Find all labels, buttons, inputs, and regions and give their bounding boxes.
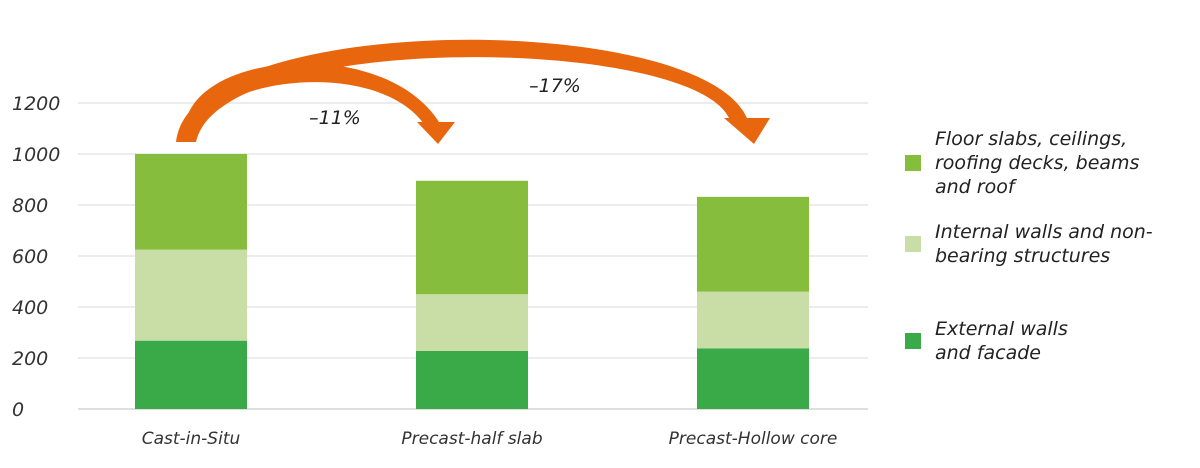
y-tick-label: 600 — [12, 246, 48, 268]
bar-segment — [697, 291, 809, 349]
bar-segment — [416, 350, 528, 409]
legend-item-floor-slabs: Floor slabs, ceilings, roofing decks, be… — [905, 127, 1185, 199]
bar-segment — [416, 294, 528, 351]
x-tick-label: Precast-half slab — [401, 429, 542, 449]
y-axis-ticks: 0 200 400 600 800 1000 1200 — [12, 93, 60, 421]
bar-segment — [416, 180, 528, 295]
x-tick-label: Cast-in-Situ — [142, 429, 241, 449]
legend-swatch-external-walls — [905, 333, 921, 349]
legend-label-floor-slabs: Floor slabs, ceilings, roofing decks, be… — [935, 128, 1140, 198]
arrow-to-precast-half-slab — [186, 63, 439, 128]
bar-segment — [697, 348, 809, 409]
arrowhead-hollow-core — [724, 118, 770, 144]
legend-item-internal-walls: Internal walls and non- bearing structur… — [905, 220, 1185, 268]
x-axis-ticks: Cast-in-Situ Precast-half slab Precast-Hol… — [142, 429, 838, 449]
bar-segment — [135, 340, 247, 409]
legend-swatch-floor-slabs — [905, 155, 921, 171]
y-tick-label: 400 — [12, 297, 48, 319]
y-tick-label: 1200 — [12, 93, 60, 115]
legend-label-external-walls: External walls and facade — [935, 318, 1068, 364]
bars — [135, 154, 809, 409]
arrow-to-precast-hollow-core — [176, 39, 747, 142]
arrowhead-half-slab — [417, 122, 455, 144]
bar-segment — [135, 249, 247, 341]
x-tick-label: Precast-Hollow core — [669, 429, 838, 449]
y-tick-label: 0 — [12, 399, 24, 421]
legend-label-internal-walls: Internal walls and non- bearing structur… — [935, 221, 1153, 267]
y-tick-label: 200 — [12, 348, 48, 370]
bar-segment — [697, 196, 809, 292]
change-arrows: –11% –17% — [176, 39, 770, 144]
y-tick-label: 800 — [12, 195, 48, 217]
legend-item-external-walls: External walls and facade — [905, 317, 1185, 365]
bar-segment — [135, 154, 247, 250]
annotation-label-hollow-core: –17% — [529, 75, 581, 97]
legend-swatch-internal-walls — [905, 236, 921, 252]
annotation-label-half-slab: –11% — [309, 107, 361, 129]
y-tick-label: 1000 — [12, 144, 60, 166]
stacked-bar-chart: 0 200 400 600 800 1000 1200 Cast-in-Situ Precas… — [12, 39, 868, 449]
